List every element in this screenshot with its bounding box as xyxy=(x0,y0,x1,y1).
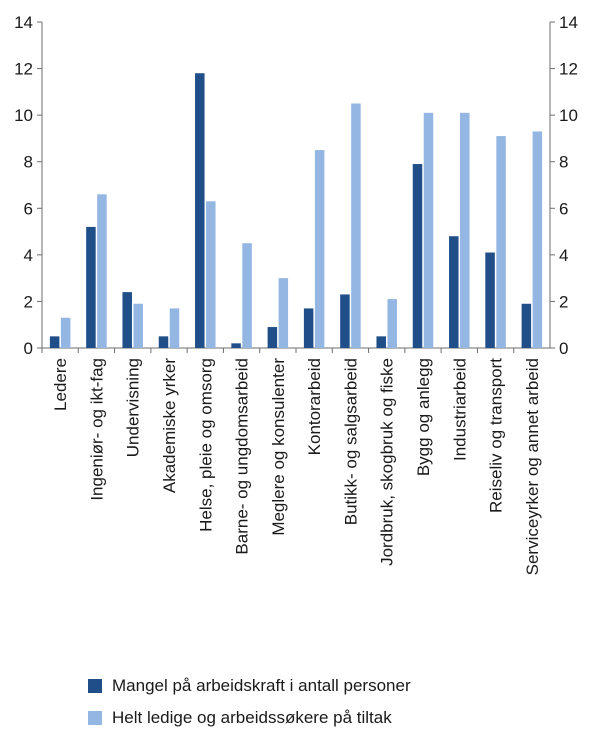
category-label: Ledere xyxy=(51,358,70,411)
bar-ledige xyxy=(242,243,252,348)
bar-ledige xyxy=(532,131,543,348)
bar-mangel xyxy=(521,303,532,348)
right-tick-label: 2 xyxy=(559,292,568,311)
bar-ledige xyxy=(351,103,361,348)
bar-mangel xyxy=(303,308,314,348)
left-tick-label: 6 xyxy=(24,199,33,218)
bar-mangel xyxy=(340,294,350,348)
bar-mangel xyxy=(376,336,386,348)
legend-swatch-ledige xyxy=(88,711,102,725)
bar-ledige xyxy=(460,112,470,348)
bar-mangel xyxy=(267,327,278,348)
bar-mangel xyxy=(485,252,495,348)
right-tick-label: 8 xyxy=(559,153,568,172)
category-label: Bygg og anlegg xyxy=(414,358,433,476)
left-tick-label: 10 xyxy=(14,106,33,125)
category-label: Helse, pleie og omsorg xyxy=(196,358,215,532)
bar-mangel xyxy=(195,73,205,348)
bar-ledige xyxy=(169,308,180,348)
bar-mangel xyxy=(412,164,423,348)
left-tick-label: 4 xyxy=(24,246,33,265)
bar-mangel xyxy=(449,236,459,348)
legend-swatch-mangel xyxy=(88,679,102,693)
bar-ledige xyxy=(133,303,143,348)
bar-ledige xyxy=(496,136,506,348)
right-tick-label: 4 xyxy=(559,246,568,265)
bar-mangel xyxy=(49,336,60,348)
bar-ledige xyxy=(314,150,325,348)
bar-ledige xyxy=(387,299,397,348)
category-label: Reiseliv og transport xyxy=(487,358,506,513)
left-tick-label: 2 xyxy=(24,292,33,311)
right-tick-label: 6 xyxy=(559,199,568,218)
bar-mangel xyxy=(158,336,169,348)
x-axis-labels: Ledere Ingeniør- og ikt-fag Undervisning Ak… xyxy=(41,348,542,575)
legend-item-ledige: Helt ledige og arbeidssøkere på tiltak xyxy=(88,708,392,728)
bar-ledige xyxy=(97,194,107,348)
right-tick-label: 10 xyxy=(559,106,578,125)
category-label: Akademiske yrker xyxy=(160,358,179,493)
left-tick-label: 8 xyxy=(24,153,33,172)
category-label: Serviceyrker og annet arbeid xyxy=(523,358,542,575)
bar-mangel xyxy=(122,292,132,348)
bar-ledige xyxy=(423,112,434,348)
category-label: Industriarbeid xyxy=(450,358,469,461)
right-tick-label: 12 xyxy=(559,60,578,79)
bar-mangel xyxy=(231,343,241,348)
bar-ledige xyxy=(60,317,71,348)
right-tick-label: 14 xyxy=(559,13,578,32)
bar-ledige xyxy=(206,201,216,348)
legend-label-mangel: Mangel på arbeidskraft i antall personer xyxy=(112,676,411,695)
left-tick-label: 0 xyxy=(24,339,33,358)
right-tick-label: 0 xyxy=(559,339,568,358)
category-label: Meglere og konsulenter xyxy=(269,358,288,536)
category-label: Butikk- og salgsarbeid xyxy=(341,358,360,525)
category-label: Ingeniør- og ikt-fag xyxy=(87,358,106,501)
bar-chart: 0 2 4 6 8 10 12 14 0 2 4 6 8 10 12 14 Ledere Ingeniør- … xyxy=(14,13,578,575)
left-tick-label: 14 xyxy=(14,13,33,32)
category-label: Barne- og ungdomsarbeid xyxy=(233,358,252,555)
left-tick-label: 12 xyxy=(14,60,33,79)
category-label: Jordbruk, skogbruk og fiske xyxy=(378,358,397,566)
legend-label-ledige: Helt ledige og arbeidssøkere på tiltak xyxy=(112,708,392,727)
bar-ledige xyxy=(278,278,289,348)
bars xyxy=(49,73,543,348)
right-y-axis: 0 2 4 6 8 10 12 14 xyxy=(549,13,578,358)
bar-mangel xyxy=(86,226,96,348)
legend-item-mangel: Mangel på arbeidskraft i antall personer xyxy=(88,676,411,696)
category-label: Undervisning xyxy=(124,358,143,457)
category-label: Kontorarbeid xyxy=(305,358,324,455)
left-y-axis: 0 2 4 6 8 10 12 14 xyxy=(14,13,550,358)
